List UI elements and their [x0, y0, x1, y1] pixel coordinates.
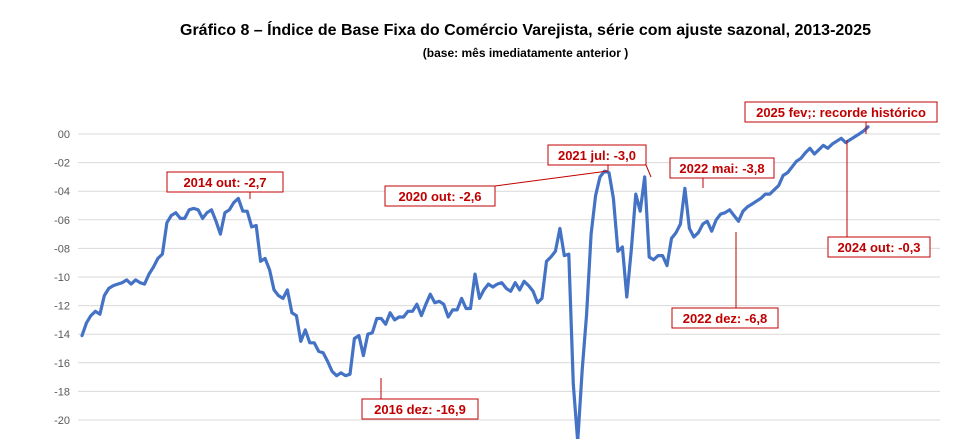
- series-line: [80, 125, 870, 439]
- annotation-callout: 2014 out: -2,7: [166, 171, 284, 199]
- annotation-label: 2025 fev;: recorde histórico: [756, 105, 926, 120]
- annotations: 2014 out: -2,7 2016 dez: -16,9 2020 out: -…: [166, 101, 938, 420]
- annotation-box: [827, 236, 931, 258]
- chart-title: Gráfico 8 – Índice de Base Fixa do Comér…: [180, 22, 871, 39]
- annotation-callout: 2021 jul: -3,0: [547, 144, 652, 178]
- y-tick-label: -08: [54, 243, 70, 255]
- y-tick-label: -02: [54, 158, 70, 170]
- y-tick-label: -16: [54, 358, 70, 370]
- annotation-box: [671, 307, 779, 329]
- annotation-leader: [645, 164, 652, 178]
- annotation-box: [669, 157, 775, 179]
- y-tick-label: -20: [54, 415, 70, 427]
- y-tick-label: -14: [54, 329, 70, 341]
- y-tick-label: -04: [54, 186, 70, 198]
- annotation-callout: 2020 out: -2,6: [384, 170, 609, 207]
- annotation-label: 2022 mai: -3,8: [679, 161, 764, 176]
- annotation-label: 2022 dez: -6,8: [683, 311, 768, 326]
- annotation-callout: 2025 fev;: recorde histórico: [744, 101, 938, 134]
- chart-subtitle: (base: mês imediatamente anterior ): [422, 46, 629, 60]
- annotation-callout: 2016 dez: -16,9: [361, 378, 479, 420]
- annotation-box: [744, 101, 938, 123]
- annotation-box: [361, 398, 479, 420]
- annotation-callout: 2022 dez: -6,8: [671, 232, 779, 329]
- annotation-callout: 2022 mai: -3,8: [669, 157, 775, 188]
- y-tick-label: 00: [58, 129, 70, 141]
- annotation-label: 2016 dez: -16,9: [374, 402, 466, 417]
- annotation-box: [384, 185, 496, 207]
- annotation-box: [166, 171, 284, 193]
- y-tick-label: -12: [54, 301, 70, 313]
- annotation-leader: [494, 170, 609, 187]
- annotation-label: 2024 out: -0,3: [837, 240, 920, 255]
- y-axis-ticks: 00 -02 -04 -06 -08 -10 -12 -14 -16 -18 -20: [54, 129, 70, 427]
- y-tick-label: -18: [54, 386, 70, 398]
- annotation-label: 2014 out: -2,7: [183, 175, 266, 190]
- y-tick-label: -10: [54, 272, 70, 284]
- annotation-callout: 2024 out: -0,3: [827, 140, 931, 258]
- series-layer: [80, 125, 870, 439]
- y-tick-label: -06: [54, 215, 70, 227]
- annotation-label: 2020 out: -2,6: [398, 189, 481, 204]
- annotation-box: [547, 144, 647, 166]
- annotation-label: 2021 jul: -3,0: [558, 148, 636, 163]
